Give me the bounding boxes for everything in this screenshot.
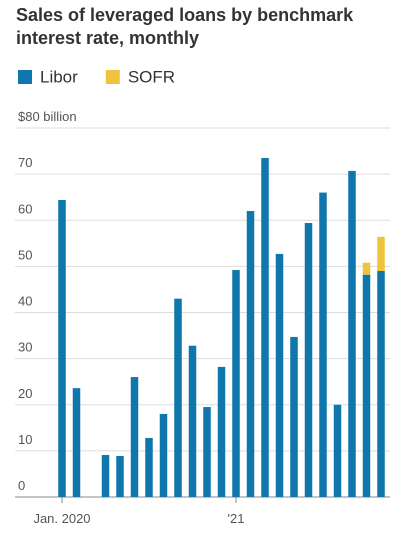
- bar: [362, 274, 371, 497]
- bar: [174, 298, 182, 497]
- bar: [188, 345, 197, 497]
- bar: [348, 170, 356, 498]
- bar: [101, 455, 110, 497]
- bar: [145, 437, 153, 497]
- bar: [304, 223, 313, 497]
- bar: [275, 253, 284, 497]
- bar: [246, 211, 255, 497]
- x-tick-label: '21: [228, 511, 245, 526]
- y-tick-label: 10: [18, 432, 32, 447]
- bar: [203, 407, 211, 497]
- y-tick-label: 50: [18, 247, 32, 262]
- legend-label: SOFR: [128, 67, 175, 86]
- bar: [261, 157, 269, 497]
- y-tick-label: 20: [18, 386, 32, 401]
- bar: [116, 455, 124, 497]
- bar: [217, 366, 226, 497]
- y-tick-label: 40: [18, 294, 32, 309]
- bar: [377, 236, 385, 271]
- bar: [319, 192, 327, 497]
- y-tick-label: 0: [18, 478, 25, 493]
- legend-swatch: [105, 70, 120, 84]
- bar: [232, 270, 240, 497]
- y-tick-label: 70: [18, 155, 32, 170]
- bar: [377, 270, 385, 497]
- x-tick-label: Jan. 2020: [33, 511, 90, 526]
- chart-title: Sales of leveraged loans by benchmark in…: [16, 5, 354, 48]
- bar: [72, 388, 81, 497]
- legend-swatch: [18, 70, 32, 84]
- y-tick-label: 30: [18, 340, 32, 355]
- bar: [130, 377, 139, 497]
- bar: [290, 336, 298, 497]
- y-tick-label: $80 billion: [18, 109, 77, 124]
- bar: [159, 413, 168, 497]
- bar: [333, 404, 342, 497]
- bar: [58, 199, 66, 497]
- legend-label: Libor: [40, 67, 78, 86]
- y-tick-label: 60: [18, 201, 32, 216]
- bar: [362, 262, 371, 275]
